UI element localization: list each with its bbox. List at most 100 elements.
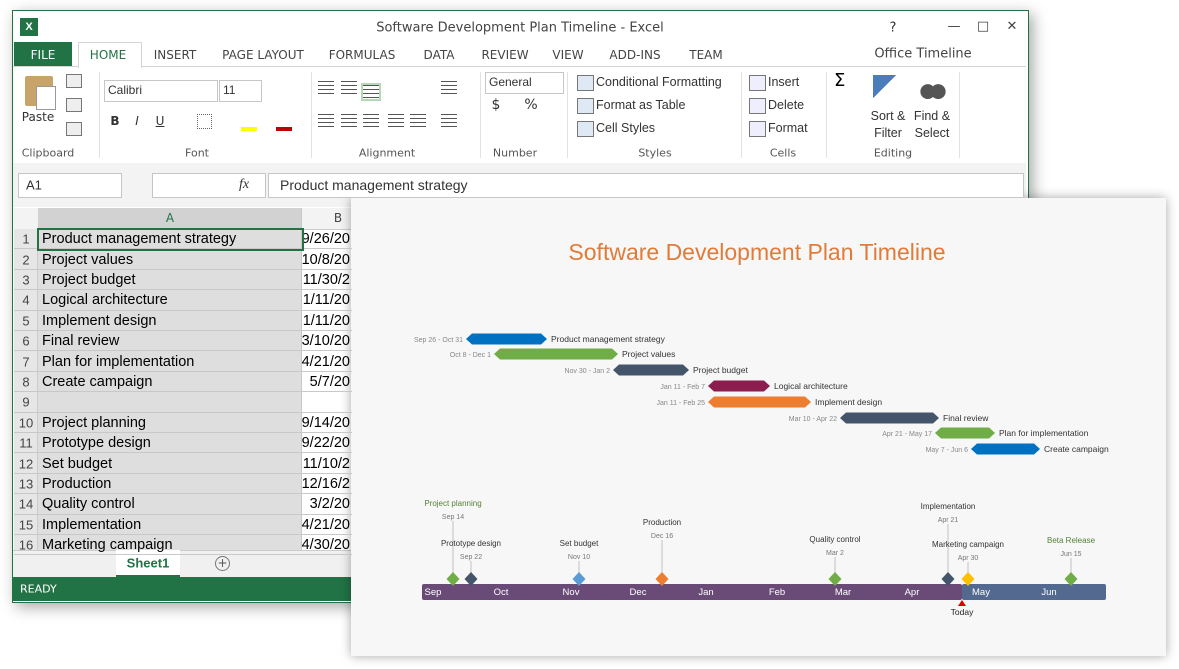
cell-a[interactable]: Project values [42,251,134,268]
column-header[interactable]: A [165,211,175,225]
cell-b[interactable]: 9/22/20 [301,434,350,451]
alignment-button[interactable] [318,81,334,95]
cell-b[interactable]: 3/10/20 [301,332,350,349]
file-tab-box[interactable] [14,42,72,66]
add-sheet-button[interactable]: + [215,556,230,571]
cell-a[interactable]: Implement design [42,312,157,329]
row-header[interactable]: 7 [22,354,30,370]
cell-b[interactable]: 4/21/20 [301,353,350,370]
bold-button[interactable]: B [110,114,120,128]
column-header[interactable]: B [333,211,343,225]
cell-a[interactable]: Set budget [42,455,113,472]
sort-filter-button[interactable]: Filter [874,125,902,140]
row-header[interactable]: 1 [22,231,30,247]
cell-a[interactable]: Prototype design [42,434,151,451]
cells-button[interactable]: Delete [768,97,805,112]
ribbon-tab[interactable]: FILE [30,48,56,62]
cell-a[interactable]: Logical architecture [42,292,168,309]
sort-filter-button[interactable]: Sort & [870,108,906,123]
cell-b[interactable]: 12/16/2 [301,475,350,492]
paste-button[interactable]: Paste [21,110,55,124]
cells-icon[interactable] [749,98,766,114]
font-name[interactable]: Calibri [108,83,143,97]
formula-content[interactable]: Product management strategy [280,177,468,193]
ribbon-tab[interactable]: INSERT [153,48,197,62]
alignment-button[interactable] [410,114,426,128]
cells-icon[interactable] [749,121,766,137]
row-header[interactable]: 2 [22,252,30,268]
cell-a[interactable]: Plan for implementation [42,353,195,370]
style-icon[interactable] [577,98,594,114]
cell-b[interactable]: 11/10/2 [302,455,350,472]
row-header[interactable]: 5 [22,313,30,329]
font-color[interactable] [276,127,292,131]
cell-a[interactable]: Create campaign [42,373,153,390]
alignment-button[interactable] [361,83,381,101]
currency-button[interactable]: $ [491,97,501,113]
close-button[interactable]: ✕ [1006,19,1018,34]
cell-b[interactable]: 9/14/20 [301,414,350,431]
font-name-box[interactable] [104,80,218,102]
maximize-button[interactable]: □ [976,19,990,34]
clipboard-icon[interactable] [66,122,82,136]
cell-a[interactable]: Final review [42,332,120,349]
cell-b[interactable]: 4/21/20 [301,516,350,533]
italic-button[interactable]: I [135,114,139,128]
cell-b[interactable]: 1/11/20 [302,312,350,329]
row-header[interactable]: 10 [18,415,34,431]
home-tab-box[interactable] [78,42,142,68]
minimize-button[interactable]: — [947,19,961,34]
styles-button[interactable]: Cell Styles [596,120,656,135]
cell-a[interactable]: Production [42,475,112,492]
find-select-button[interactable]: Select [914,125,950,140]
cells-button[interactable]: Insert [768,74,800,89]
find-select-button[interactable]: Find & [913,108,951,123]
cell-a[interactable]: Quality control [42,496,135,513]
ribbon-tab[interactable]: PAGE LAYOUT [222,48,304,62]
cell-b[interactable]: 11/30/2 [302,271,350,288]
ribbon-tab[interactable]: VIEW [552,48,584,62]
font-size[interactable]: 11 [223,83,236,97]
formula-input[interactable] [268,173,1024,198]
percent-button[interactable]: % [524,97,538,113]
cell-a[interactable]: Marketing campaign [42,536,173,553]
row-header[interactable]: 12 [18,456,34,472]
alignment-button[interactable] [318,114,334,128]
ribbon-tab[interactable]: FORMULAS [328,48,396,62]
ribbon-tab[interactable]: REVIEW [481,48,529,62]
cell-b[interactable]: 9/26/20 [301,230,350,247]
ribbon-tab[interactable]: ADD-INS [609,48,661,62]
alignment-button[interactable] [341,81,357,95]
find-icon[interactable] [920,76,946,102]
style-icon[interactable] [577,121,594,137]
sort-icon[interactable] [873,75,903,103]
row-header[interactable]: 9 [22,394,30,410]
alignment-button[interactable] [388,114,404,128]
cells-button[interactable]: Format [768,120,808,135]
cell-a[interactable]: Project planning [42,414,146,431]
autosum-icon[interactable]: Σ [834,70,846,91]
fx-button[interactable]: fx [238,177,250,192]
account-name[interactable]: Office Timeline [874,46,972,62]
cell-b[interactable]: 5/7/20 [309,373,350,390]
cell-a[interactable]: Implementation [42,516,142,533]
style-icon[interactable] [577,75,594,91]
alignment-button[interactable] [441,81,457,95]
cells-icon[interactable] [749,75,766,91]
sheet-tab[interactable]: Sheet1 [126,555,170,571]
cell-b[interactable]: 10/8/20 [301,251,350,268]
name-box-text[interactable]: A1 [26,177,42,193]
number-format[interactable]: General [489,75,532,89]
border-button[interactable] [197,114,212,129]
help-button[interactable]: ? [889,20,897,36]
styles-button[interactable]: Format as Table [596,97,686,112]
cell-b[interactable]: 3/2/20 [309,496,350,513]
ribbon-tab[interactable]: TEAM [689,48,723,62]
row-header[interactable]: 3 [22,272,30,288]
alignment-button[interactable] [441,114,457,128]
row-header[interactable]: 6 [22,333,30,349]
underline-button[interactable]: U [155,114,165,128]
row-header[interactable]: 11 [19,435,33,451]
row-header[interactable]: 13 [18,476,34,492]
row-header[interactable]: 14 [18,496,34,512]
